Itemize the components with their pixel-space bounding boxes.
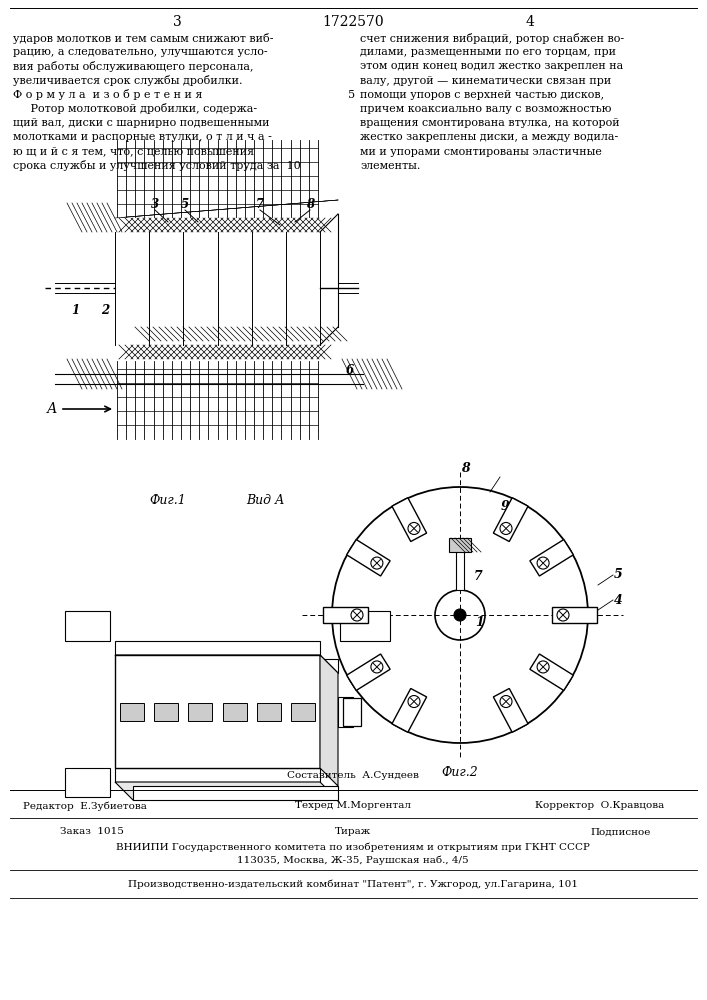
Text: элементы.: элементы.	[360, 161, 421, 171]
Circle shape	[454, 609, 466, 621]
Text: ю щ и й с я тем, что, с целью повышения: ю щ и й с я тем, что, с целью повышения	[13, 147, 254, 157]
Polygon shape	[133, 659, 338, 673]
Text: 6: 6	[346, 363, 354, 376]
Polygon shape	[133, 786, 338, 800]
Text: 5: 5	[181, 198, 189, 212]
Polygon shape	[223, 703, 247, 721]
Polygon shape	[346, 654, 390, 690]
Text: Вид А: Вид А	[246, 493, 284, 506]
Text: 5: 5	[349, 90, 356, 100]
Text: Ротор молотковой дробилки, содержа-: Ротор молотковой дробилки, содержа-	[13, 104, 257, 114]
Text: 7: 7	[474, 570, 482, 584]
Text: ударов молотков и тем самым снижают виб-: ударов молотков и тем самым снижают виб-	[13, 32, 274, 43]
Text: Фиг.1: Фиг.1	[150, 493, 187, 506]
Text: вия работы обслуживающего персонала,: вия работы обслуживающего персонала,	[13, 61, 254, 72]
Polygon shape	[340, 611, 390, 641]
Text: счет снижения вибраций, ротор снабжен во-: счет снижения вибраций, ротор снабжен во…	[360, 32, 624, 43]
Polygon shape	[115, 655, 338, 673]
Text: рацию, а следовательно, улучшаются усло-: рацию, а следовательно, улучшаются усло-	[13, 47, 268, 57]
Polygon shape	[320, 655, 338, 786]
Circle shape	[351, 609, 363, 621]
Polygon shape	[449, 538, 471, 552]
Text: Фиг.2: Фиг.2	[442, 766, 479, 780]
Circle shape	[371, 557, 383, 569]
Polygon shape	[291, 703, 315, 721]
Text: 3: 3	[173, 15, 182, 29]
Circle shape	[408, 522, 420, 534]
Text: А: А	[47, 402, 57, 416]
Text: Составитель  А.Сундеев: Составитель А.Сундеев	[287, 770, 419, 780]
Text: 1: 1	[476, 616, 484, 630]
Text: валу, другой — кинематически связан при: валу, другой — кинематически связан при	[360, 76, 612, 86]
Polygon shape	[154, 703, 178, 721]
Text: 113035, Москва, Ж-35, Раушская наб., 4/5: 113035, Москва, Ж-35, Раушская наб., 4/5	[237, 855, 469, 865]
Polygon shape	[189, 703, 212, 721]
Polygon shape	[456, 540, 464, 590]
Text: причем коаксиально валу с возможностью: причем коаксиально валу с возможностью	[360, 104, 612, 114]
Text: Подписное: Подписное	[590, 828, 650, 836]
Polygon shape	[115, 768, 320, 782]
Polygon shape	[530, 540, 573, 576]
Circle shape	[408, 696, 420, 708]
Polygon shape	[115, 655, 320, 768]
Text: 8: 8	[461, 462, 469, 476]
Text: этом один конец водил жестко закреплен на: этом один конец водил жестко закреплен н…	[360, 61, 624, 71]
Text: 4: 4	[525, 15, 534, 29]
Text: Тираж: Тираж	[335, 828, 371, 836]
Polygon shape	[530, 654, 573, 690]
Text: 1722570: 1722570	[322, 15, 384, 29]
Polygon shape	[120, 703, 144, 721]
Text: 1: 1	[71, 304, 79, 316]
Text: Заказ  1015: Заказ 1015	[60, 828, 124, 836]
Circle shape	[537, 661, 549, 673]
Text: вращения смонтирована втулка, на которой: вращения смонтирована втулка, на которой	[360, 118, 619, 128]
Polygon shape	[493, 688, 528, 732]
Polygon shape	[392, 688, 426, 732]
Text: жестко закреплены диски, а между водила-: жестко закреплены диски, а между водила-	[360, 132, 618, 142]
Text: Корректор  О.Кравцова: Корректор О.Кравцова	[535, 802, 665, 810]
Text: 5: 5	[614, 568, 622, 582]
Text: ВНИИПИ Государственного комитета по изобретениям и открытиям при ГКНТ СССР: ВНИИПИ Государственного комитета по изоб…	[116, 842, 590, 852]
Text: срока службы и улучшения условий труда за  10: срока службы и улучшения условий труда з…	[13, 160, 300, 171]
Polygon shape	[257, 703, 281, 721]
Polygon shape	[343, 698, 361, 726]
Polygon shape	[115, 782, 338, 800]
Circle shape	[371, 661, 383, 673]
Text: 2: 2	[101, 304, 109, 316]
Polygon shape	[115, 641, 320, 655]
Polygon shape	[551, 607, 597, 623]
Text: ми и упорами смонтированы эластичные: ми и упорами смонтированы эластичные	[360, 147, 602, 157]
Text: щий вал, диски с шарнирно подвешенными: щий вал, диски с шарнирно подвешенными	[13, 118, 269, 128]
Text: Редактор  Е.Зубиетова: Редактор Е.Зубиетова	[23, 801, 147, 811]
Polygon shape	[65, 611, 110, 641]
Polygon shape	[338, 697, 353, 727]
Text: Производственно-издательский комбинат "Патент", г. Ужгород, ул.Гагарина, 101: Производственно-издательский комбинат "П…	[128, 879, 578, 889]
Polygon shape	[323, 607, 368, 623]
Text: 3: 3	[151, 198, 159, 212]
Circle shape	[537, 557, 549, 569]
Text: 8: 8	[306, 198, 314, 212]
Text: 9: 9	[501, 500, 509, 514]
Text: молотками и распорные втулки, о т л и ч а -: молотками и распорные втулки, о т л и ч …	[13, 132, 272, 142]
Circle shape	[557, 609, 569, 621]
Text: 4: 4	[614, 593, 622, 606]
Text: Ф о р м у л а  и з о б р е т е н и я: Ф о р м у л а и з о б р е т е н и я	[13, 89, 202, 100]
Text: Техред М.Моргентал: Техред М.Моргентал	[295, 802, 411, 810]
Polygon shape	[65, 768, 110, 797]
Text: 7: 7	[256, 198, 264, 212]
Polygon shape	[346, 540, 390, 576]
Circle shape	[500, 522, 512, 534]
Text: дилами, размещенными по его торцам, при: дилами, размещенными по его торцам, при	[360, 47, 616, 57]
Polygon shape	[493, 498, 528, 542]
Circle shape	[500, 696, 512, 708]
Text: помощи упоров с верхней частью дисков,: помощи упоров с верхней частью дисков,	[360, 90, 604, 100]
Polygon shape	[392, 498, 426, 542]
Text: увеличивается срок службы дробилки.: увеличивается срок службы дробилки.	[13, 75, 243, 86]
